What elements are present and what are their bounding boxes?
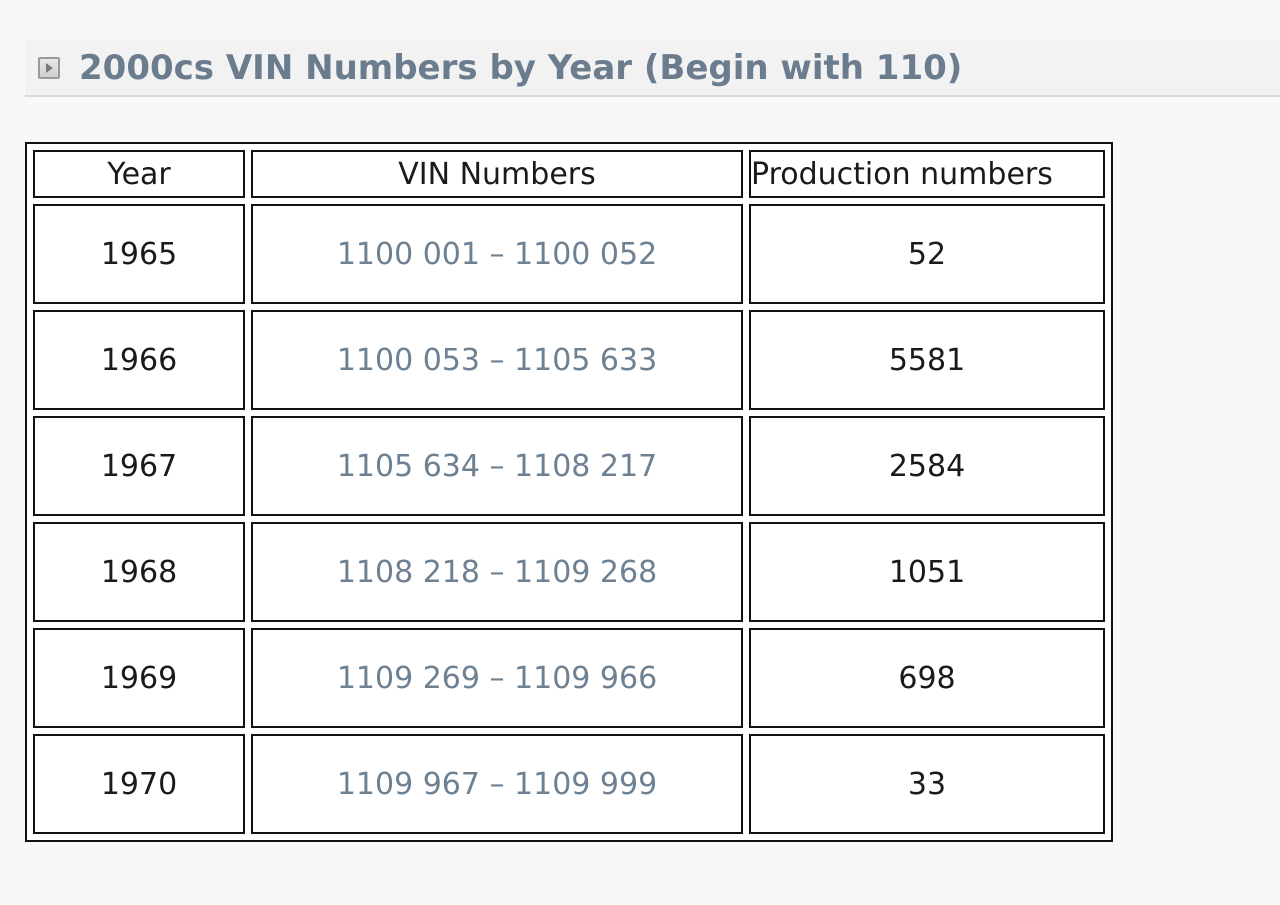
expand-arrow-icon[interactable] <box>38 57 60 79</box>
vin-range-cell: 1105 634 – 1108 217 <box>251 416 743 516</box>
table-row: 1967 1105 634 – 1108 217 2584 <box>33 416 1105 516</box>
vin-range-cell: 1100 001 – 1100 052 <box>251 204 743 304</box>
table-row: 1966 1100 053 – 1105 633 5581 <box>33 310 1105 410</box>
vin-table-container: Year VIN Numbers Production numbers 1965… <box>25 142 1113 842</box>
vin-table: Year VIN Numbers Production numbers 1965… <box>25 142 1113 842</box>
year-cell: 1966 <box>33 310 245 410</box>
vin-range-cell: 1109 967 – 1109 999 <box>251 734 743 834</box>
year-column-header: Year <box>33 150 245 198</box>
year-cell: 1965 <box>33 204 245 304</box>
production-cell: 698 <box>749 628 1105 728</box>
production-cell: 2584 <box>749 416 1105 516</box>
table-row: 1965 1100 001 – 1100 052 52 <box>33 204 1105 304</box>
table-header-row: Year VIN Numbers Production numbers <box>33 150 1105 198</box>
production-cell: 52 <box>749 204 1105 304</box>
vin-column-header: VIN Numbers <box>251 150 743 198</box>
section-title: 2000cs VIN Numbers by Year (Begin with 1… <box>79 48 963 88</box>
production-column-header: Production numbers <box>749 150 1105 198</box>
year-cell: 1970 <box>33 734 245 834</box>
vin-range-cell: 1108 218 – 1109 268 <box>251 522 743 622</box>
table-row: 1968 1108 218 – 1109 268 1051 <box>33 522 1105 622</box>
production-cell: 33 <box>749 734 1105 834</box>
table-row: 1970 1109 967 – 1109 999 33 <box>33 734 1105 834</box>
vin-range-cell: 1109 269 – 1109 966 <box>251 628 743 728</box>
year-cell: 1967 <box>33 416 245 516</box>
section-header: 2000cs VIN Numbers by Year (Begin with 1… <box>25 40 1280 97</box>
year-cell: 1968 <box>33 522 245 622</box>
production-cell: 1051 <box>749 522 1105 622</box>
production-cell: 5581 <box>749 310 1105 410</box>
vin-range-cell: 1100 053 – 1105 633 <box>251 310 743 410</box>
table-row: 1969 1109 269 – 1109 966 698 <box>33 628 1105 728</box>
year-cell: 1969 <box>33 628 245 728</box>
